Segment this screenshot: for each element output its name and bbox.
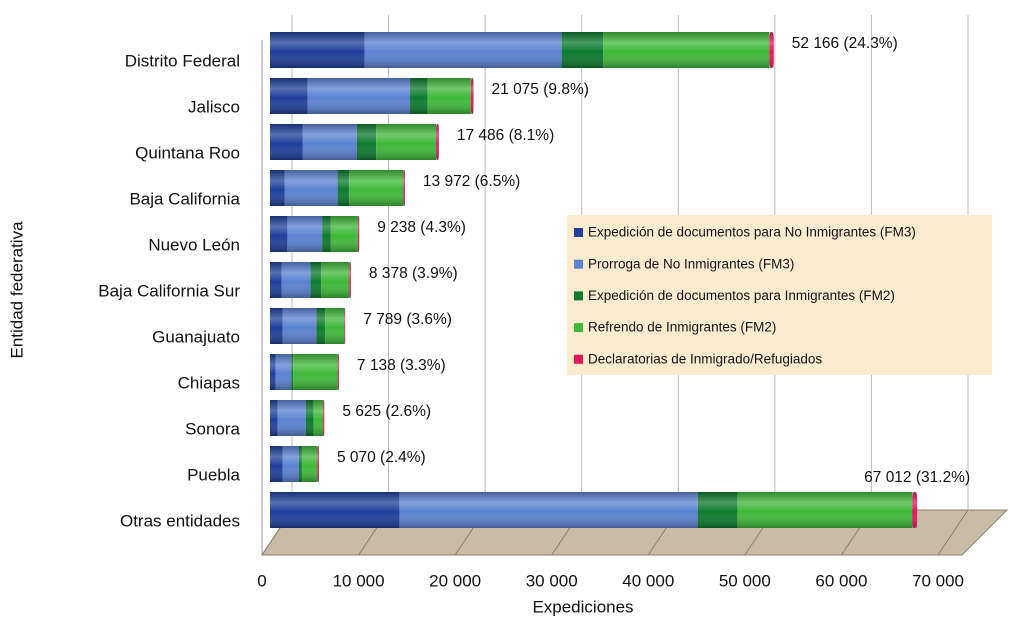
bar-shine: [270, 262, 351, 298]
bar-shine: [270, 400, 325, 436]
y-tick-label: Chiapas: [178, 373, 240, 392]
x-tick-label: 50 000: [719, 571, 771, 590]
legend-label: Expedición de documentos para No Inmigra…: [588, 225, 916, 240]
y-tick-label: Guanajuato: [152, 327, 240, 346]
x-tick-label: 60 000: [815, 571, 867, 590]
legend-box: [567, 215, 992, 375]
total-label: 52 166 (24.3%): [792, 35, 898, 52]
total-label: 13 972 (6.5%): [423, 173, 520, 190]
x-tick-label: 0: [257, 571, 266, 590]
x-tick-label: 40 000: [622, 571, 674, 590]
y-tick-label: Quintana Roo: [135, 143, 240, 162]
x-tick-label: 30 000: [526, 571, 578, 590]
y-tick-label: Baja California: [129, 189, 240, 208]
legend-label: Refrendo de Inmigrantes (FM2): [588, 320, 776, 335]
total-label: 5 070 (2.4%): [337, 449, 426, 466]
total-label: 21 075 (9.8%): [492, 81, 589, 98]
bar-shine: [270, 170, 405, 206]
legend-label: Declaratorias de Inmigrado/Refugiados: [588, 351, 822, 366]
x-axis-title: Expediciones: [532, 597, 633, 616]
y-tick-label: Jalisco: [188, 97, 240, 116]
legend-label: Prorroga de No Inmigrantes (FM3): [588, 256, 794, 271]
y-axis-title: Entidad federativa: [7, 221, 26, 359]
bar-shine: [270, 446, 319, 482]
y-tick-label: Sonora: [185, 419, 240, 438]
total-label: 7 138 (3.3%): [357, 357, 446, 374]
legend-swatch: [574, 228, 583, 237]
bar-shine: [270, 78, 474, 114]
bar-shine: [270, 308, 346, 344]
bar-shine: [270, 216, 360, 252]
y-tick-label: Distrito Federal: [125, 51, 240, 70]
legend-swatch: [574, 354, 583, 364]
legend-swatch: [574, 259, 583, 269]
y-tick-label: Otras entidades: [120, 511, 240, 530]
x-tick-label: 10 000: [333, 571, 385, 590]
total-label: 67 012 (31.2%): [864, 469, 970, 486]
y-tick-label: Puebla: [187, 465, 240, 484]
y-tick-label: Nuevo León: [148, 235, 240, 254]
total-label: 7 789 (3.6%): [363, 311, 452, 328]
bar-shine: [270, 32, 774, 68]
bar-shine: [270, 492, 918, 528]
bar-shine: [270, 124, 439, 160]
total-label: 8 378 (3.9%): [369, 265, 458, 282]
total-label: 5 625 (2.6%): [342, 403, 431, 420]
bar-shine: [270, 354, 339, 390]
x-tick-label: 70 000: [912, 571, 964, 590]
total-label: 9 238 (4.3%): [377, 219, 466, 236]
legend-swatch: [574, 291, 583, 301]
y-tick-label: Baja California Sur: [98, 281, 240, 300]
floor-grid-line: [937, 509, 969, 556]
total-label: 17 486 (8.1%): [457, 127, 554, 144]
legend-label: Expedición de documentos para Inmigrante…: [588, 288, 895, 303]
legend-swatch: [574, 323, 583, 333]
x-tick-label: 20 000: [429, 571, 481, 590]
